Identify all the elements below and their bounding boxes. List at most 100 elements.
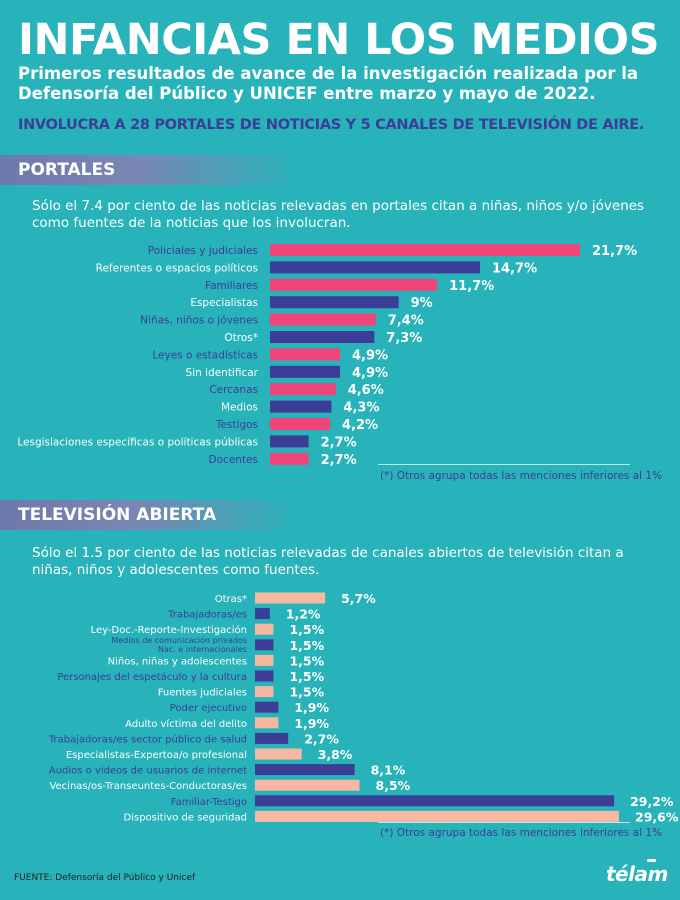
- category-label: Referentes o espacios políticos: [96, 262, 258, 274]
- bar: [255, 654, 274, 666]
- source-credit: FUENTE: Defensoría del Público y Unicef: [14, 873, 196, 883]
- portales-section-title: PORTALES: [18, 160, 116, 180]
- bar: [270, 383, 336, 396]
- telam-logo-mark: [647, 859, 656, 862]
- portales-intro: Sólo el 7.4 por ciento de las noticias r…: [32, 198, 645, 231]
- value-label: 5,7%: [341, 591, 376, 606]
- bar: [270, 244, 580, 256]
- value-label: 1,5%: [289, 685, 324, 700]
- category-label: Otros*: [224, 332, 258, 344]
- category-label: Adulto víctima del delito: [125, 718, 247, 730]
- value-label: 2,7%: [321, 435, 357, 450]
- value-label: 1,9%: [294, 700, 329, 715]
- category-label: Niños, niñas y adolescentes: [108, 656, 247, 667]
- portales-section-band: [0, 155, 300, 185]
- category-label: Medios de comunicación privados Nac. e in…: [111, 635, 247, 654]
- category-label: Audios o videos de usuarios de internet: [49, 766, 247, 777]
- category-label: Especialistas-Expertoa/o profesional: [66, 750, 247, 761]
- bar: [255, 592, 326, 604]
- tv-footnote: (*) Otros agrupa todas las menciones inf…: [380, 827, 663, 839]
- category-label: Cercanas: [209, 384, 258, 396]
- category-label: Otras*: [215, 594, 247, 605]
- category-label: Fuentes judiciales: [158, 688, 247, 699]
- bar: [270, 331, 375, 343]
- category-label: Ley-Doc.-Reporte-Investigación: [91, 624, 247, 636]
- value-label: 3,8%: [318, 747, 353, 762]
- bar: [270, 313, 376, 326]
- value-label: 8,5%: [376, 778, 411, 793]
- bar: [255, 810, 619, 822]
- value-label: 7,4%: [388, 314, 424, 329]
- value-label: 1,5%: [289, 638, 324, 653]
- page-title: INFANCIAS EN LOS MEDIOS: [18, 15, 660, 65]
- category-label: Leyes o estadísticas: [152, 349, 258, 361]
- tv-bar-chart: Otras* 5,7% Trabajadoras/es 1,2% Ley-Doc.-Re…: [48, 591, 679, 824]
- bar: [255, 717, 279, 729]
- telam-logo: télam: [606, 862, 668, 886]
- value-label: 29,6%: [635, 809, 679, 824]
- value-label: 1,5%: [289, 622, 324, 637]
- bar: [255, 608, 270, 620]
- category-label: Sin identificar: [186, 367, 259, 379]
- category-label: Policiales y judiciales: [148, 245, 258, 257]
- category-label: Testigos: [215, 419, 258, 431]
- bar: [270, 296, 399, 309]
- value-label: 4,6%: [348, 383, 384, 398]
- bar: [270, 452, 309, 465]
- scope-highlight: INVOLUCRA A 28 PORTALES DE NOTICIAS Y 5 …: [18, 117, 645, 133]
- value-label: 4,9%: [352, 366, 388, 381]
- category-label: Dispositivo de seguridad: [124, 812, 248, 823]
- bar: [255, 670, 274, 682]
- value-label: 21,7%: [592, 244, 637, 259]
- portales-footnote: (*) Otros agrupa todas las menciones inf…: [380, 470, 663, 482]
- value-label: 14,7%: [492, 261, 537, 276]
- category-label: Familiar-Testigo: [171, 797, 247, 808]
- value-label: 2,7%: [304, 731, 339, 746]
- bar: [270, 418, 330, 430]
- portales-footnote-rule: [378, 464, 630, 465]
- bar: [270, 278, 438, 291]
- bar: [255, 748, 302, 760]
- value-label: 1,2%: [286, 607, 321, 622]
- value-label: 7,3%: [386, 331, 422, 346]
- value-label: 8,1%: [371, 763, 406, 778]
- category-label: Docentes: [209, 454, 258, 466]
- bar: [255, 779, 360, 791]
- tv-section-band: [0, 500, 300, 530]
- category-label: Familiares: [205, 280, 258, 292]
- value-label: 1,5%: [289, 669, 324, 684]
- value-label: 1,9%: [294, 716, 329, 731]
- bar: [270, 348, 340, 361]
- category-label: Especialistas: [190, 297, 258, 309]
- bar: [255, 795, 615, 807]
- page-subtitle: Primeros resultados de avance de la inve…: [18, 64, 639, 103]
- category-label: Lesgislaciones específicas o políticas p…: [17, 436, 258, 448]
- tv-footnote-rule: [378, 822, 630, 823]
- category-label: Vecinas/os-Transeuntes-Conductoras/es: [49, 781, 247, 792]
- value-label: 2,7%: [321, 453, 357, 468]
- value-label: 1,5%: [289, 653, 324, 668]
- tv-intro: Sólo el 1.5 por ciento de las noticias r…: [32, 545, 624, 578]
- value-label: 29,2%: [630, 794, 674, 809]
- bar: [255, 701, 279, 713]
- bar: [255, 639, 274, 651]
- category-label: Trabajadoras/es: [167, 610, 247, 621]
- portales-bar-chart: Policiales y judiciales 21,7% Referentes o…: [17, 244, 637, 468]
- bar: [255, 623, 274, 635]
- bar: [270, 261, 480, 274]
- bar: [255, 732, 289, 744]
- bar: [255, 686, 274, 698]
- bar: [255, 764, 355, 776]
- bar: [270, 400, 332, 413]
- value-label: 9%: [411, 296, 433, 311]
- category-label: Personajes del espetáculo y la cultura: [57, 671, 247, 683]
- value-label: 4,9%: [352, 348, 388, 363]
- tv-section-title: TELEVISIÓN ABIERTA: [18, 505, 217, 525]
- category-label: Trabajadoras/es sector público de salud: [48, 733, 247, 745]
- bar: [270, 435, 309, 448]
- category-label: Niñas, niños o jóvenes: [140, 315, 258, 327]
- value-label: 4,2%: [342, 418, 378, 433]
- bar: [270, 365, 340, 378]
- value-label: 4,3%: [343, 401, 379, 416]
- value-label: 11,7%: [449, 279, 494, 294]
